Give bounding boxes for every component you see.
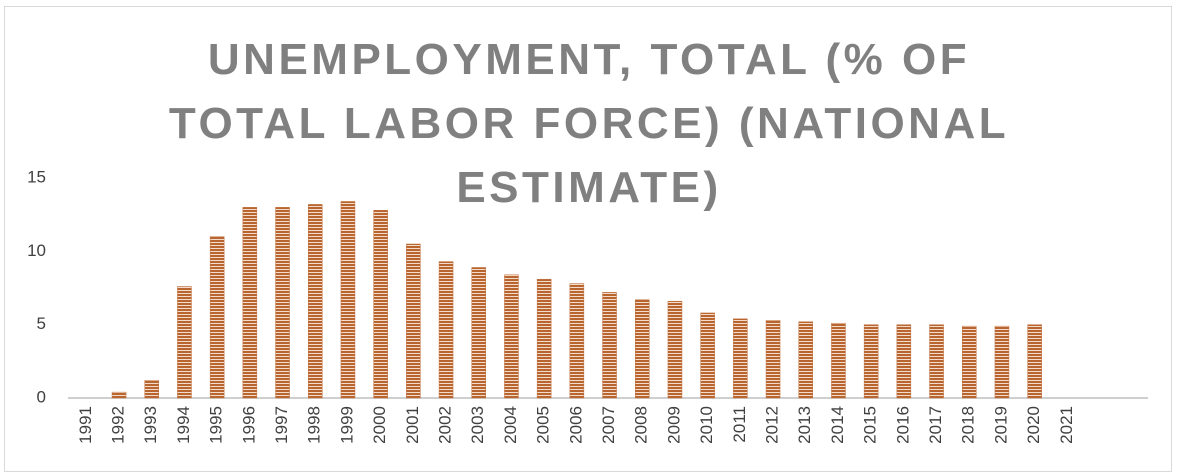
x-tick-label: 1999: [337, 406, 356, 444]
x-tick-label: 2020: [1024, 406, 1043, 444]
bar: [340, 201, 356, 399]
x-tick-label: 1991: [76, 406, 95, 444]
bar: [406, 243, 421, 399]
x-tick-label: 1995: [207, 406, 226, 444]
x-tick-label: 2021: [1057, 406, 1076, 444]
chart-title: UNEMPLOYMENT, TOTAL (% OF TOTAL LABOR FO…: [168, 35, 1010, 212]
x-tick-label: 1996: [239, 406, 258, 444]
x-tick-label: 2002: [436, 406, 455, 444]
bar: [733, 318, 748, 399]
x-tick-label: 2007: [599, 406, 618, 444]
x-tick-label: 2009: [664, 406, 683, 444]
bar: [602, 292, 617, 399]
x-tick-label: 2000: [370, 406, 389, 444]
x-tick-label: 1992: [109, 406, 128, 444]
x-tick-label: 2004: [501, 406, 520, 444]
bar: [144, 380, 159, 399]
bar: [863, 324, 879, 399]
x-tick-label: 2006: [566, 406, 585, 444]
x-tick-label: 1998: [305, 406, 324, 444]
bar: [1027, 324, 1042, 399]
bar: [373, 210, 388, 399]
x-tick-label: 2005: [534, 406, 553, 444]
y-tick-label: 0: [37, 387, 46, 406]
y-tick-label: 5: [37, 314, 46, 333]
x-tick-label: 2017: [926, 406, 945, 444]
bar: [242, 207, 258, 399]
bar: [700, 312, 715, 399]
bar: [962, 325, 977, 399]
x-tick-label: 2011: [730, 406, 749, 443]
x-tick-label: 2013: [795, 406, 814, 444]
x-tick-label: 2018: [959, 406, 978, 444]
bar: [111, 391, 127, 399]
bar: [896, 324, 912, 399]
x-tick-label: 1994: [174, 406, 193, 444]
x-tick-label: 2001: [403, 406, 422, 444]
y-tick-label: 15: [27, 167, 46, 186]
bar: [635, 299, 650, 399]
bar: [994, 325, 1010, 399]
x-tick-label: 2003: [468, 406, 487, 444]
bar: [438, 261, 454, 399]
bar: [929, 324, 944, 399]
bar: [569, 283, 585, 399]
y-tick-label: 10: [27, 241, 46, 260]
x-tick-label: 2015: [861, 406, 880, 444]
chart-frame: [4, 6, 1172, 472]
x-tick-label: 2016: [893, 406, 912, 444]
bar: [798, 321, 813, 399]
bar: [667, 300, 683, 399]
x-tick-label: 2012: [763, 406, 782, 444]
bar: [177, 286, 192, 399]
x-tick-label: 2014: [828, 406, 847, 444]
bar: [831, 322, 846, 399]
bar: [471, 267, 486, 399]
bar: [765, 320, 781, 399]
bar: [536, 278, 552, 399]
x-tick-label: 1997: [272, 406, 291, 444]
x-tick-label: 2008: [632, 406, 651, 444]
bar: [275, 207, 290, 399]
bar: [308, 204, 323, 399]
bar: [504, 274, 519, 399]
bar: [209, 236, 225, 399]
x-tick-label: 2019: [991, 406, 1010, 444]
x-tick-label: 2010: [697, 406, 716, 444]
x-tick-label: 1993: [141, 406, 160, 444]
